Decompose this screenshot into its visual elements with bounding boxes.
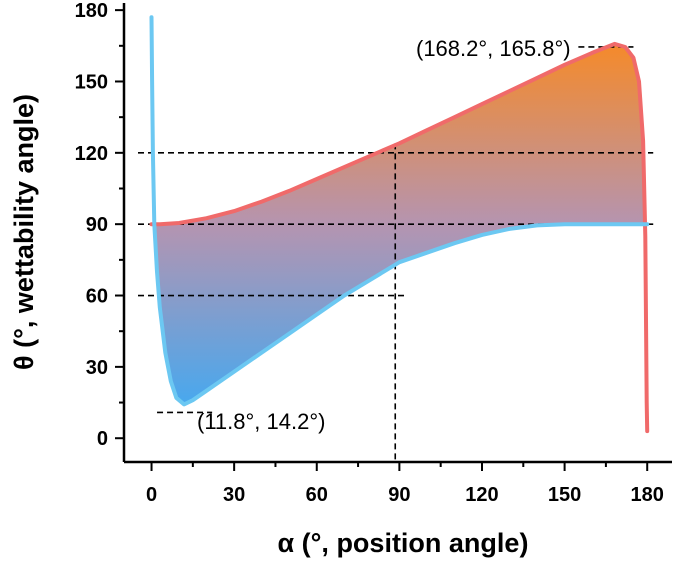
axes: 0 30 60 90 120 150 180 0 30 60 90 120 150 180: [75, 0, 672, 506]
y-axis-title: θ (°, wettability angle): [9, 94, 39, 370]
y-tick-label: 90: [86, 214, 108, 236]
upper-curve: [149, 41, 650, 434]
x-axis-title: α (°, position angle): [278, 528, 529, 558]
x-tick-label: 150: [548, 484, 581, 506]
annotation-max: (168.2°, 165.8°): [416, 36, 571, 61]
y-tick-label: 180: [75, 0, 108, 22]
x-tick-label: 120: [465, 484, 498, 506]
y-tick-label: 60: [86, 286, 108, 308]
annotation-min: (11.8°, 14.2°): [197, 409, 325, 434]
y-tick-label: 30: [86, 357, 108, 379]
x-tick-label: 30: [223, 484, 245, 506]
y-tick-label: 120: [75, 143, 108, 165]
labels: α (°, position angle) θ (°, wettability …: [9, 94, 528, 558]
y-tick-label: 150: [75, 71, 108, 93]
x-tick-label: 180: [631, 484, 664, 506]
plot-area: (168.2°, 165.8°) (11.8°, 14.2°): [138, 15, 654, 462]
lower-curve: [149, 15, 650, 407]
x-tick-label: 60: [306, 484, 328, 506]
x-tick-label: 90: [388, 484, 410, 506]
y-tick-label: 0: [97, 428, 108, 450]
x-tick-label: 0: [146, 484, 157, 506]
